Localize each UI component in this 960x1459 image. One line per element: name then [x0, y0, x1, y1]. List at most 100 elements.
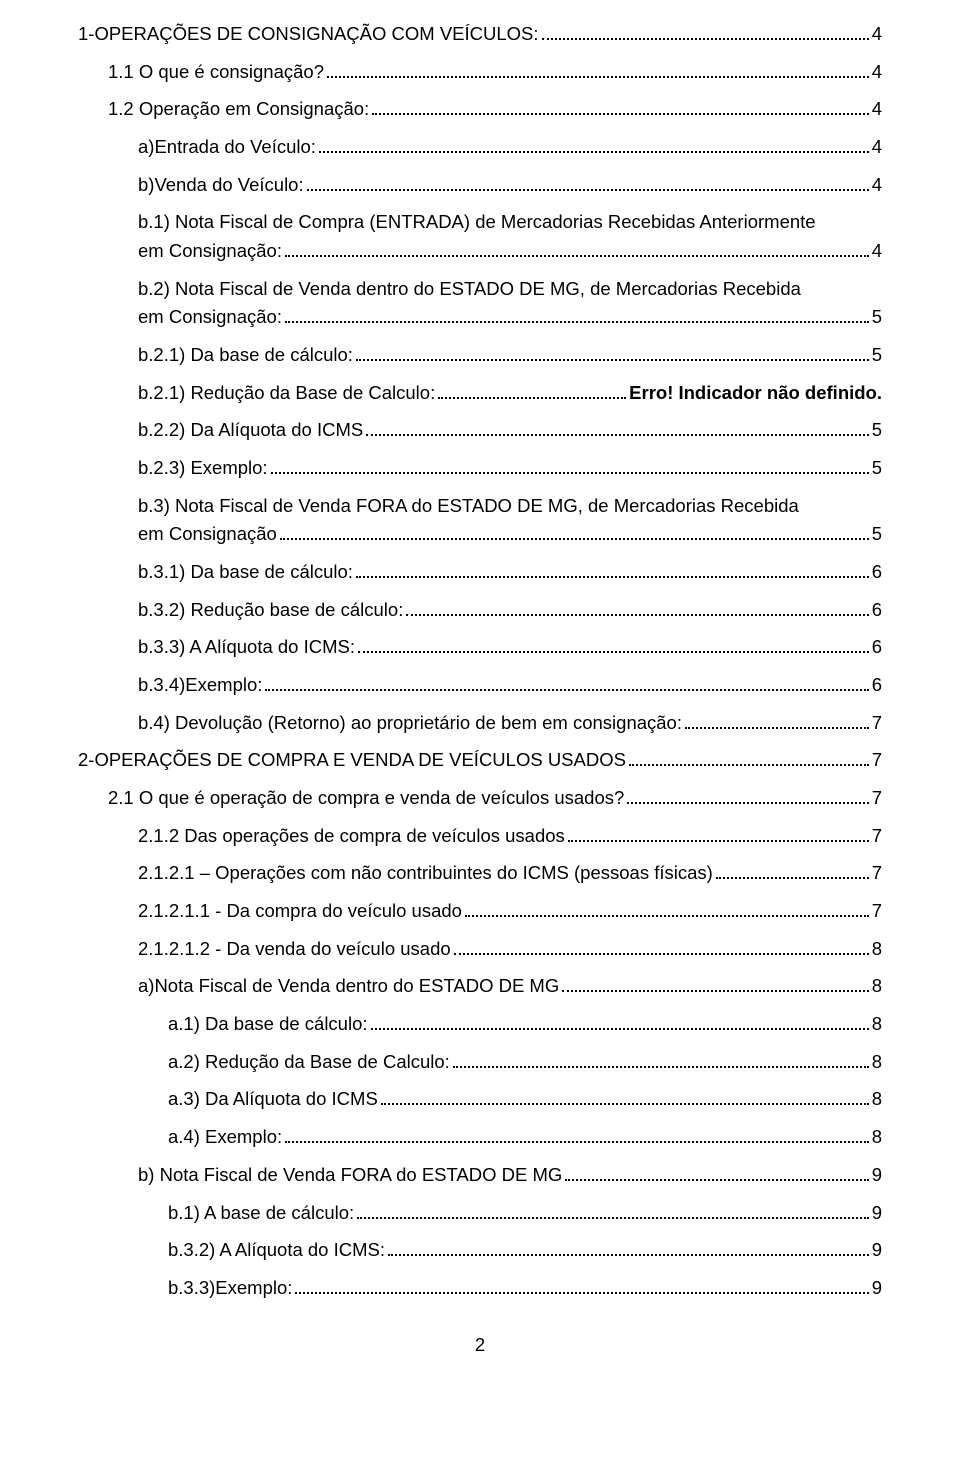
toc-page-number: 5: [872, 520, 882, 549]
toc-leader-dots: [366, 434, 868, 436]
toc-entry: b.2.2) Da Alíquota do ICMS5: [78, 416, 882, 445]
toc-leader-dots: [627, 802, 868, 804]
toc-title: b.3.2) Redução base de cálculo:: [138, 596, 403, 625]
toc-title: 2.1.2.1.2 - Da venda do veículo usado: [138, 935, 451, 964]
toc-entry: b.2.3) Exemplo: 5: [78, 454, 882, 483]
toc-page-number: 7: [872, 822, 882, 851]
toc-leader-dots: [562, 990, 868, 992]
toc-entry: b.3.1) Da base de cálculo: 6: [78, 558, 882, 587]
toc-entry: b.3) Nota Fiscal de Venda FORA do ESTADO…: [78, 492, 882, 549]
toc-page-number: 8: [872, 1085, 882, 1114]
toc-page-number: 9: [872, 1199, 882, 1228]
toc-leader-dots: [357, 1217, 869, 1219]
toc-page-number: 6: [872, 596, 882, 625]
toc-title: b.3.3)Exemplo:: [168, 1274, 292, 1303]
toc-page-number: 4: [872, 237, 882, 266]
toc-title: 1.1 O que é consignação?: [108, 58, 324, 87]
toc-entry: 1-OPERAÇÕES DE CONSIGNAÇÃO COM VEÍCULOS:…: [78, 20, 882, 49]
toc-title: em Consignação:: [138, 303, 282, 332]
toc-entry: b.3.3)Exemplo: 9: [78, 1274, 882, 1303]
toc-entry: b) Nota Fiscal de Venda FORA do ESTADO D…: [78, 1161, 882, 1190]
toc-entry: b.3.2) A Alíquota do ICMS: 9: [78, 1236, 882, 1265]
toc-title: 2.1.2 Das operações de compra de veículo…: [138, 822, 565, 851]
toc-title: b.2.1) Da base de cálculo:: [138, 341, 353, 370]
toc-leader-dots: [356, 576, 869, 578]
toc-entry: b.3.2) Redução base de cálculo: 6: [78, 596, 882, 625]
toc-leader-dots: [356, 359, 869, 361]
toc-title: em Consignação:: [138, 237, 282, 266]
toc-title: 2-OPERAÇÕES DE COMPRA E VENDA DE VEÍCULO…: [78, 746, 626, 775]
toc-leader-dots: [542, 38, 869, 40]
toc-entry: a.1) Da base de cálculo:8: [78, 1010, 882, 1039]
toc-title: b.3.3) A Alíquota do ICMS:: [138, 633, 355, 662]
toc-entry: 2.1.2.1.1 - Da compra do veículo usado 7: [78, 897, 882, 926]
toc-title: em Consignação: [138, 520, 277, 549]
toc-page-number: 9: [872, 1274, 882, 1303]
toc-page-number: 6: [872, 558, 882, 587]
toc-page-number: 8: [872, 1048, 882, 1077]
toc-title: a.3) Da Alíquota do ICMS: [168, 1085, 378, 1114]
toc-page-number: 8: [872, 935, 882, 964]
toc-leader-dots: [358, 651, 869, 653]
toc-page-number: 4: [872, 95, 882, 124]
toc-entry: a.4) Exemplo:8: [78, 1123, 882, 1152]
toc-entry: 2-OPERAÇÕES DE COMPRA E VENDA DE VEÍCULO…: [78, 746, 882, 775]
toc-title: b.2.2) Da Alíquota do ICMS: [138, 416, 363, 445]
toc-leader-dots: [265, 689, 868, 691]
toc-leader-dots: [565, 1179, 868, 1181]
toc-entry: b.1) A base de cálculo:9: [78, 1199, 882, 1228]
toc-page-number: 4: [872, 133, 882, 162]
toc-title: a.2) Redução da Base de Calculo:: [168, 1048, 450, 1077]
toc-entry: 2.1.2.1.2 - Da venda do veículo usado 8: [78, 935, 882, 964]
toc-leader-dots: [406, 614, 868, 616]
toc-page-number: 4: [872, 171, 882, 200]
toc-title: 2.1.2.1.1 - Da compra do veículo usado: [138, 897, 462, 926]
toc-page-number: 7: [872, 897, 882, 926]
toc-leader-dots: [453, 1066, 869, 1068]
table-of-contents: 1-OPERAÇÕES DE CONSIGNAÇÃO COM VEÍCULOS:…: [78, 20, 882, 1303]
toc-page-number: 7: [872, 709, 882, 738]
toc-page-number: 4: [872, 58, 882, 87]
page-number: 2: [78, 1331, 882, 1360]
toc-leader-dots: [285, 255, 869, 257]
toc-title: b.3.1) Da base de cálculo:: [138, 558, 353, 587]
toc-title: 1.2 Operação em Consignação:: [108, 95, 369, 124]
toc-leader-dots: [716, 877, 869, 879]
toc-page-number: 4: [872, 20, 882, 49]
toc-entry: a)Entrada do Veículo: 4: [78, 133, 882, 162]
toc-entry: a.3) Da Alíquota do ICMS 8: [78, 1085, 882, 1114]
toc-entry: a.2) Redução da Base de Calculo: 8: [78, 1048, 882, 1077]
toc-title: b.4) Devolução (Retorno) ao proprietário…: [138, 709, 682, 738]
toc-title: b.3.4)Exemplo:: [138, 671, 262, 700]
toc-page-number: 7: [872, 784, 882, 813]
toc-title: a)Entrada do Veículo:: [138, 133, 316, 162]
toc-title: b.3.2) A Alíquota do ICMS:: [168, 1236, 385, 1265]
toc-page-number: 9: [872, 1161, 882, 1190]
toc-leader-dots: [629, 764, 869, 766]
toc-page-number: 5: [872, 454, 882, 483]
toc-leader-dots: [465, 915, 869, 917]
toc-page-number: 6: [872, 671, 882, 700]
toc-leader-dots: [568, 840, 869, 842]
toc-leader-dots: [285, 321, 869, 323]
toc-leader-dots: [388, 1254, 869, 1256]
toc-page-number: 9: [872, 1236, 882, 1265]
toc-leader-dots: [271, 472, 869, 474]
toc-leader-dots: [285, 1141, 869, 1143]
toc-title: a)Nota Fiscal de Venda dentro do ESTADO …: [138, 972, 559, 1001]
toc-entry: b)Venda do Veículo:4: [78, 171, 882, 200]
toc-entry: b.2.1) Da base de cálculo:5: [78, 341, 882, 370]
toc-page-number: 8: [872, 1123, 882, 1152]
toc-title: b.2.1) Redução da Base de Calculo:: [138, 379, 435, 408]
toc-entry: b.1) Nota Fiscal de Compra (ENTRADA) de …: [78, 208, 882, 265]
toc-title: 2.1.2.1 – Operações com não contribuinte…: [138, 859, 713, 888]
toc-leader-dots: [381, 1103, 869, 1105]
toc-page-number: 8: [872, 972, 882, 1001]
toc-leader-dots: [295, 1292, 868, 1294]
toc-leader-dots: [685, 727, 869, 729]
toc-title: a.1) Da base de cálculo:: [168, 1010, 368, 1039]
toc-title-line: em Consignação 5: [138, 520, 882, 549]
toc-title: 1-OPERAÇÕES DE CONSIGNAÇÃO COM VEÍCULOS:: [78, 20, 539, 49]
toc-title: b.2.3) Exemplo:: [138, 454, 268, 483]
toc-title: 2.1 O que é operação de compra e venda d…: [108, 784, 624, 813]
